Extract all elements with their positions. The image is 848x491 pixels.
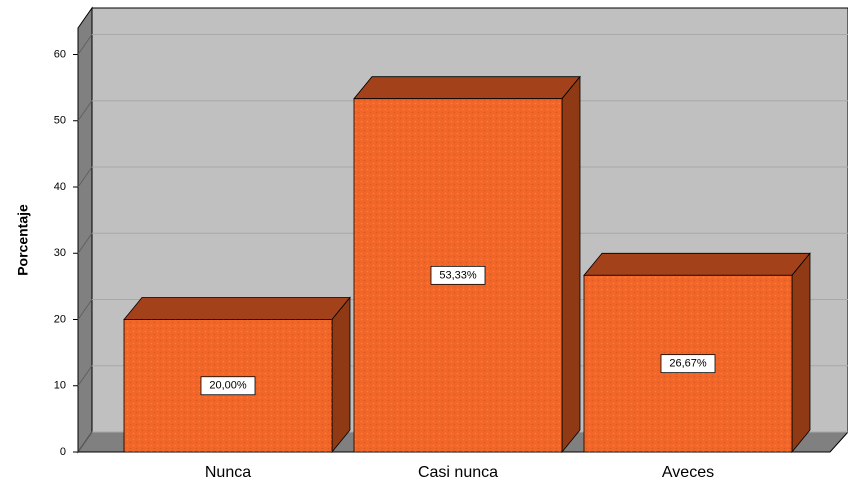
left-wall	[77, 6, 93, 454]
y-tick-label: 10	[54, 380, 66, 392]
grid-line	[77, 100, 93, 122]
value-label: 20,00%	[209, 380, 247, 392]
y-tick-label: 0	[60, 446, 66, 458]
x-tick-label: Casi nunca	[418, 464, 498, 481]
bar-side	[331, 296, 351, 454]
value-label: 26,67%	[669, 358, 707, 370]
y-tick-label: 50	[54, 115, 66, 127]
bar-top	[583, 252, 811, 276]
bar-top	[353, 76, 581, 100]
value-label: 53,33%	[439, 269, 477, 281]
grid-line	[77, 166, 93, 188]
grid-line	[77, 365, 93, 387]
grid-line	[77, 232, 93, 254]
grid-line	[77, 299, 93, 320]
y-tick-label: 60	[54, 48, 66, 60]
x-tick-label: Aveces	[662, 464, 714, 481]
grid-line	[77, 431, 93, 453]
y-tick-label: 30	[54, 247, 66, 259]
y-tick-label: 20	[54, 313, 66, 325]
y-axis-label: Porcentaje	[15, 204, 31, 276]
grid-line	[77, 34, 93, 55]
x-tick-label: Nunca	[205, 464, 251, 481]
value-label-box	[200, 376, 256, 396]
bar-top	[123, 297, 351, 320]
bar-side	[561, 75, 581, 454]
value-label-box	[430, 265, 486, 285]
y-tick-label: 40	[54, 181, 66, 193]
bar-side	[791, 252, 811, 454]
value-label-box	[660, 354, 716, 374]
